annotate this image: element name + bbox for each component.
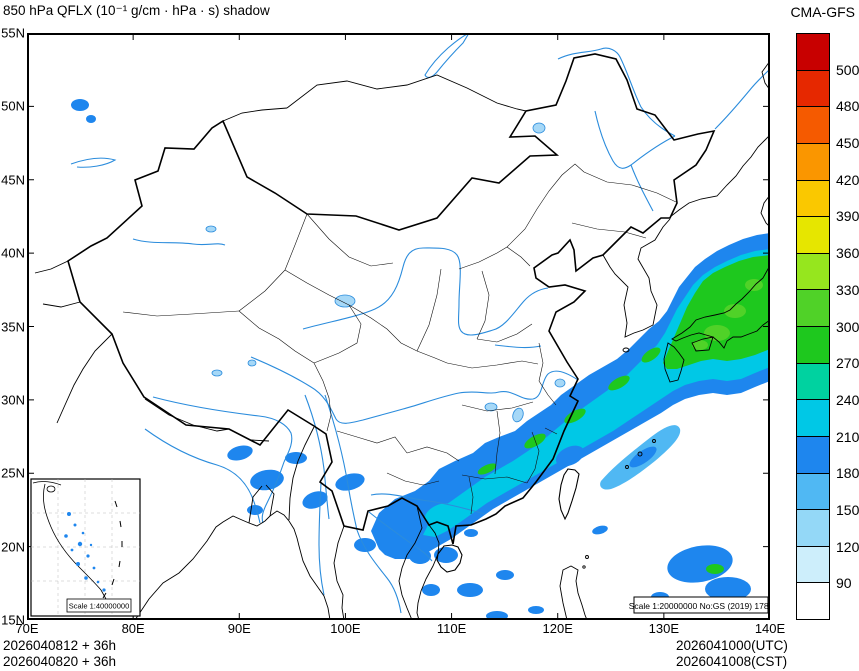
colorbar-segments bbox=[797, 34, 829, 619]
luzon-island bbox=[559, 565, 588, 620]
y-axis-label: 25N bbox=[1, 465, 25, 481]
x-axis-label: 140E bbox=[754, 621, 786, 636]
colorbar-segment bbox=[797, 289, 829, 326]
colorbar-labels: 90 120 150 180 210 240 270 300 330 360 390 420 450 48… bbox=[836, 33, 859, 620]
colorbar-level-label: 480 bbox=[836, 98, 859, 115]
lakes-layer bbox=[205, 122, 566, 423]
colorbar-segment bbox=[797, 142, 829, 180]
map-canvas: Scale 1:20000000 No:GS (2019) 1786 Scale… bbox=[27, 33, 770, 620]
colorbar-level-label: 300 bbox=[836, 318, 859, 335]
colorbar-level-label: 420 bbox=[836, 171, 859, 188]
y-axis-label: 15N bbox=[1, 612, 25, 628]
y-axis-label: 30N bbox=[1, 392, 25, 408]
china-border bbox=[67, 53, 716, 573]
colorbar-segment bbox=[797, 106, 829, 143]
colorbar bbox=[796, 33, 830, 620]
inset-flux-dots bbox=[64, 512, 106, 592]
japan-kyushu bbox=[663, 342, 685, 383]
colorbar-level-label: 330 bbox=[836, 281, 859, 298]
y-axis-label: 55N bbox=[1, 25, 25, 41]
yangtze-river bbox=[250, 356, 579, 424]
flux-patch-green-core bbox=[706, 564, 724, 574]
x-axis-label: 120E bbox=[542, 621, 573, 636]
russia-coastline bbox=[669, 134, 770, 218]
bay-of-bengal-coast bbox=[134, 510, 331, 620]
colorbar-segment bbox=[797, 179, 829, 217]
province-borders bbox=[122, 163, 677, 515]
colorbar-level-label: 120 bbox=[836, 538, 859, 555]
colorbar-level-label: 90 bbox=[836, 575, 852, 592]
x-axis-label: 100E bbox=[330, 621, 361, 636]
amur-river bbox=[557, 47, 676, 137]
colorbar-segment bbox=[797, 582, 829, 619]
colorbar-level-label: 500 bbox=[836, 61, 859, 78]
colorbar-level-label: 360 bbox=[836, 245, 859, 262]
colorbar-level-label: 450 bbox=[836, 135, 859, 152]
flux-patches bbox=[71, 99, 751, 620]
inset-scale-note: Scale 1:40000000 bbox=[69, 602, 129, 611]
colorbar-level-label: 390 bbox=[836, 208, 859, 225]
colorbar-segment bbox=[797, 362, 829, 400]
colorbar-level-label: 180 bbox=[836, 465, 859, 482]
valid-time-cst: 2026041008(CST) bbox=[676, 654, 788, 669]
shading-layer bbox=[71, 99, 770, 620]
inset-coastline bbox=[43, 483, 107, 600]
x-axis-label: 70E bbox=[15, 621, 39, 636]
japan-honshu bbox=[671, 264, 770, 349]
lake-baikal bbox=[424, 33, 470, 78]
lake-balkhash bbox=[70, 157, 117, 168]
colorbar-segment bbox=[797, 34, 829, 70]
model-name: CMA-GFS bbox=[790, 4, 855, 20]
colorbar-segment bbox=[797, 472, 829, 510]
inset-map: Scale 1:40000000 bbox=[30, 478, 141, 617]
colorbar-segment bbox=[797, 216, 829, 253]
foreign-borders bbox=[34, 60, 770, 620]
scale-box: Scale 1:20000000 No:GS (2019) 1786 bbox=[629, 596, 770, 614]
colorbar-level-label: 150 bbox=[836, 501, 859, 518]
flux-band-green bbox=[663, 255, 770, 369]
y-axis-label: 50N bbox=[1, 98, 25, 114]
x-axis-label: 110E bbox=[436, 621, 467, 636]
colorbar-segment bbox=[797, 399, 829, 436]
x-axis-label: 90E bbox=[227, 621, 251, 636]
vietnam-coastline bbox=[416, 524, 440, 620]
x-axis-label: 130E bbox=[648, 621, 680, 636]
inset-dash-line bbox=[102, 500, 123, 599]
china-outline bbox=[67, 53, 716, 545]
init-time-cst: 2026040820 + 36h bbox=[3, 654, 116, 669]
inset-graticule bbox=[31, 479, 140, 616]
valid-time-utc: 2026041000(UTC) bbox=[676, 638, 788, 653]
colorbar-segment bbox=[797, 509, 829, 546]
pearl-river bbox=[370, 493, 486, 515]
colorbar-level-label: 240 bbox=[836, 391, 859, 408]
japan-hokkaido bbox=[760, 194, 770, 228]
taiwan-island bbox=[558, 468, 580, 521]
chart-title: 850 hPa QFLX (10⁻¹ g/cm · hPa · s) shado… bbox=[3, 3, 270, 18]
y-axis-label: 20N bbox=[1, 539, 25, 555]
map-border-frame bbox=[27, 33, 770, 620]
japan-shikoku bbox=[691, 336, 714, 352]
y-axis-label: 35N bbox=[1, 319, 25, 334]
colorbar-segment bbox=[797, 69, 829, 107]
colorbar-segment bbox=[797, 326, 829, 363]
rivers-layer bbox=[70, 33, 770, 614]
yellow-river bbox=[302, 247, 549, 336]
colorbar-segment bbox=[797, 545, 829, 583]
colorbar-segment bbox=[797, 252, 829, 290]
korea-coastline bbox=[602, 218, 671, 338]
init-time-utc: 2026040812 + 36h bbox=[3, 638, 116, 653]
y-axis-label: 40N bbox=[1, 245, 25, 261]
scale-note: Scale 1:20000000 No:GS (2019) 1786 bbox=[629, 601, 770, 611]
colorbar-level-label: 270 bbox=[836, 355, 859, 372]
colorbar-segment bbox=[797, 435, 829, 473]
colorbar-level-label: 210 bbox=[836, 428, 859, 445]
hainan-island bbox=[436, 544, 463, 573]
y-axis-label: 45N bbox=[1, 172, 25, 188]
x-axis-label: 80E bbox=[121, 621, 145, 636]
mongolia-russia-border bbox=[286, 74, 527, 112]
